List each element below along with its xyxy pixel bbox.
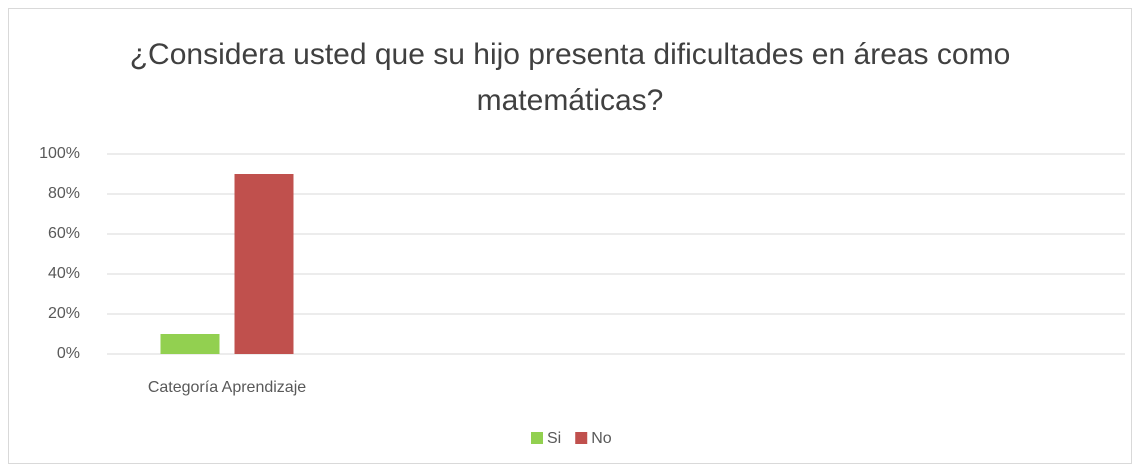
y-tick-label: 20% bbox=[48, 305, 80, 322]
y-tick-label: 60% bbox=[48, 225, 80, 242]
bar bbox=[160, 334, 220, 354]
legend-label: No bbox=[591, 430, 612, 447]
legend-swatch bbox=[531, 432, 543, 444]
y-tick-label: 100% bbox=[39, 145, 80, 162]
y-tick-label: 40% bbox=[48, 265, 80, 282]
chart-title: ¿Considera usted que su hijo presenta di… bbox=[129, 38, 1011, 117]
y-tick-label: 80% bbox=[48, 185, 80, 202]
y-tick-label: 0% bbox=[57, 345, 80, 362]
bar bbox=[234, 174, 294, 354]
legend-label: Si bbox=[547, 430, 561, 447]
legend-swatch bbox=[575, 432, 588, 444]
x-tick-label: Categoría Aprendizaje bbox=[148, 379, 306, 396]
chart-frame bbox=[8, 8, 1132, 464]
